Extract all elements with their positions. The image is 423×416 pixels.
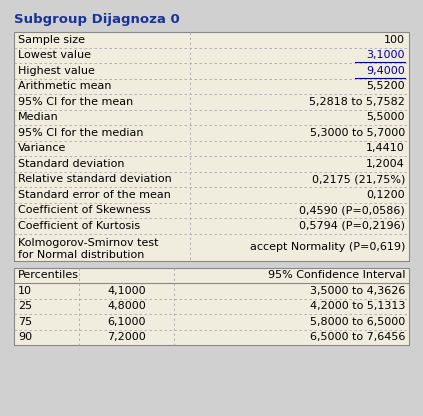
Text: 6,5000 to 7,6456: 6,5000 to 7,6456: [310, 332, 405, 342]
Text: Highest value: Highest value: [18, 66, 95, 76]
Text: Median: Median: [18, 112, 59, 122]
Text: 5,2818 to 5,7582: 5,2818 to 5,7582: [309, 97, 405, 107]
Text: 9,4000: 9,4000: [366, 66, 405, 76]
Text: 5,8000 to 6,5000: 5,8000 to 6,5000: [310, 317, 405, 327]
Text: Relative standard deviation: Relative standard deviation: [18, 174, 172, 184]
Text: accept Normality (P=0,619): accept Normality (P=0,619): [250, 242, 405, 252]
Text: 4,2000 to 5,1313: 4,2000 to 5,1313: [310, 301, 405, 311]
Text: for Normal distribution: for Normal distribution: [18, 250, 144, 260]
Text: Percentiles: Percentiles: [18, 270, 79, 280]
Text: Sample size: Sample size: [18, 35, 85, 45]
Text: 0,2175 (21,75%): 0,2175 (21,75%): [312, 174, 405, 184]
Text: 75: 75: [18, 317, 32, 327]
Text: 4,1000: 4,1000: [107, 286, 146, 296]
Text: 0,1200: 0,1200: [366, 190, 405, 200]
Bar: [14, 267, 409, 345]
Text: 6,1000: 6,1000: [107, 317, 146, 327]
Text: Coefficient of Kurtosis: Coefficient of Kurtosis: [18, 221, 140, 231]
Text: 3,1000: 3,1000: [366, 50, 405, 60]
Text: Standard error of the mean: Standard error of the mean: [18, 190, 171, 200]
Text: 0,4590 (P=0,0586): 0,4590 (P=0,0586): [299, 205, 405, 215]
Text: 25: 25: [18, 301, 32, 311]
Text: 100: 100: [384, 35, 405, 45]
Text: 95% Confidence Interval: 95% Confidence Interval: [267, 270, 405, 280]
Text: Kolmogorov-Smirnov test: Kolmogorov-Smirnov test: [18, 238, 159, 248]
Text: Subgroup Dijagnoza 0: Subgroup Dijagnoza 0: [14, 13, 180, 27]
Text: 1,4410: 1,4410: [366, 143, 405, 153]
Text: 3,5000 to 4,3626: 3,5000 to 4,3626: [310, 286, 405, 296]
Text: Arithmetic mean: Arithmetic mean: [18, 81, 112, 91]
Text: 95% CI for the mean: 95% CI for the mean: [18, 97, 133, 107]
Text: Coefficient of Skewness: Coefficient of Skewness: [18, 205, 151, 215]
Text: 90: 90: [18, 332, 32, 342]
Text: 7,2000: 7,2000: [107, 332, 146, 342]
Text: Variance: Variance: [18, 143, 66, 153]
Bar: [14, 32, 409, 260]
Text: Standard deviation: Standard deviation: [18, 159, 124, 169]
Text: 5,3000 to 5,7000: 5,3000 to 5,7000: [310, 128, 405, 138]
Text: 5,5000: 5,5000: [366, 112, 405, 122]
Text: Lowest value: Lowest value: [18, 50, 91, 60]
Text: 0,5794 (P=0,2196): 0,5794 (P=0,2196): [299, 221, 405, 231]
Text: 10: 10: [18, 286, 32, 296]
Text: 4,8000: 4,8000: [107, 301, 146, 311]
Text: 5,5200: 5,5200: [366, 81, 405, 91]
Text: 95% CI for the median: 95% CI for the median: [18, 128, 143, 138]
Text: 1,2004: 1,2004: [366, 159, 405, 169]
